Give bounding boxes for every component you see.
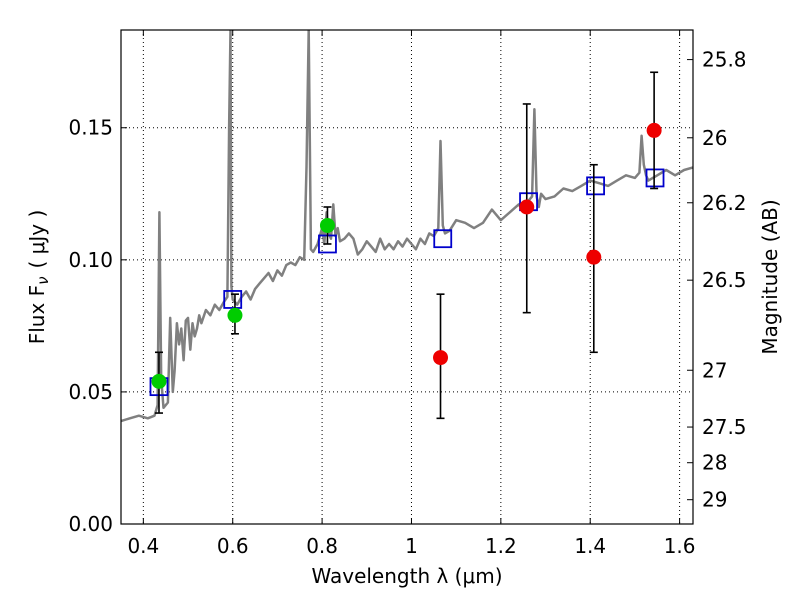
model-photometry-square (645, 168, 665, 188)
y-tick-label: 0.00 (68, 512, 113, 536)
y-axis-label-subscript: ν (34, 276, 52, 284)
y-axis-label-main: Flux F (25, 285, 49, 344)
magnitude-axis-label: Magnitude (AB) (758, 199, 782, 354)
magnitude-tick-label: 28 (702, 451, 727, 475)
observed-point (227, 307, 243, 323)
observed-point (586, 249, 602, 265)
observed-point (519, 199, 535, 215)
plot-markers (149, 71, 665, 420)
x-axis-label: Wavelength λ (μm) (311, 564, 502, 588)
x-tick-label: 1.6 (664, 534, 696, 558)
x-tick-label: 1.2 (485, 534, 517, 558)
observed-point (646, 122, 662, 138)
magnitude-axis-ticks: 25.8 26 26.2 26.5 27 27.5 28 29 (687, 48, 747, 512)
model-photometry-square (586, 176, 605, 196)
magnitude-tick-label: 29 (702, 488, 727, 512)
plot-series (121, 30, 693, 423)
model-photometry-square (433, 229, 453, 249)
x-axis-ticks: 0.4 0.6 0.8 1 1.2 1.4 1.6 (127, 30, 696, 558)
y-tick-label: 0.05 (68, 380, 113, 404)
magnitude-tick-label: 27 (702, 358, 727, 382)
observed-point (151, 373, 167, 389)
x-tick-label: 0.6 (217, 534, 249, 558)
magnitude-tick-label: 26.5 (702, 268, 747, 292)
y-tick-label: 0.15 (68, 116, 113, 140)
x-tick-label: 1.4 (574, 534, 606, 558)
magnitude-tick-label: 25.8 (702, 48, 747, 72)
observed-point (433, 350, 449, 366)
magnitude-tick-label: 27.5 (702, 415, 747, 439)
y-axis-ticks: 0.00 0.05 0.10 0.15 (68, 116, 127, 536)
magnitude-tick-label: 26 (702, 126, 727, 150)
y-axis-label: Flux Fν ( μJy ) (25, 210, 52, 345)
plot-frame (120, 29, 694, 525)
x-tick-label: 1 (405, 534, 418, 558)
y-tick-label: 0.10 (68, 248, 113, 272)
observed-point (319, 217, 335, 233)
magnitude-tick-label: 26.2 (702, 191, 747, 215)
x-tick-label: 0.4 (127, 534, 159, 558)
y-axis-label-unit: ( μJy ) (25, 210, 49, 269)
model-photometry-square (223, 290, 243, 309)
x-tick-label: 0.8 (306, 534, 338, 558)
plot-background (121, 30, 693, 524)
spectrum-line (121, 30, 693, 423)
